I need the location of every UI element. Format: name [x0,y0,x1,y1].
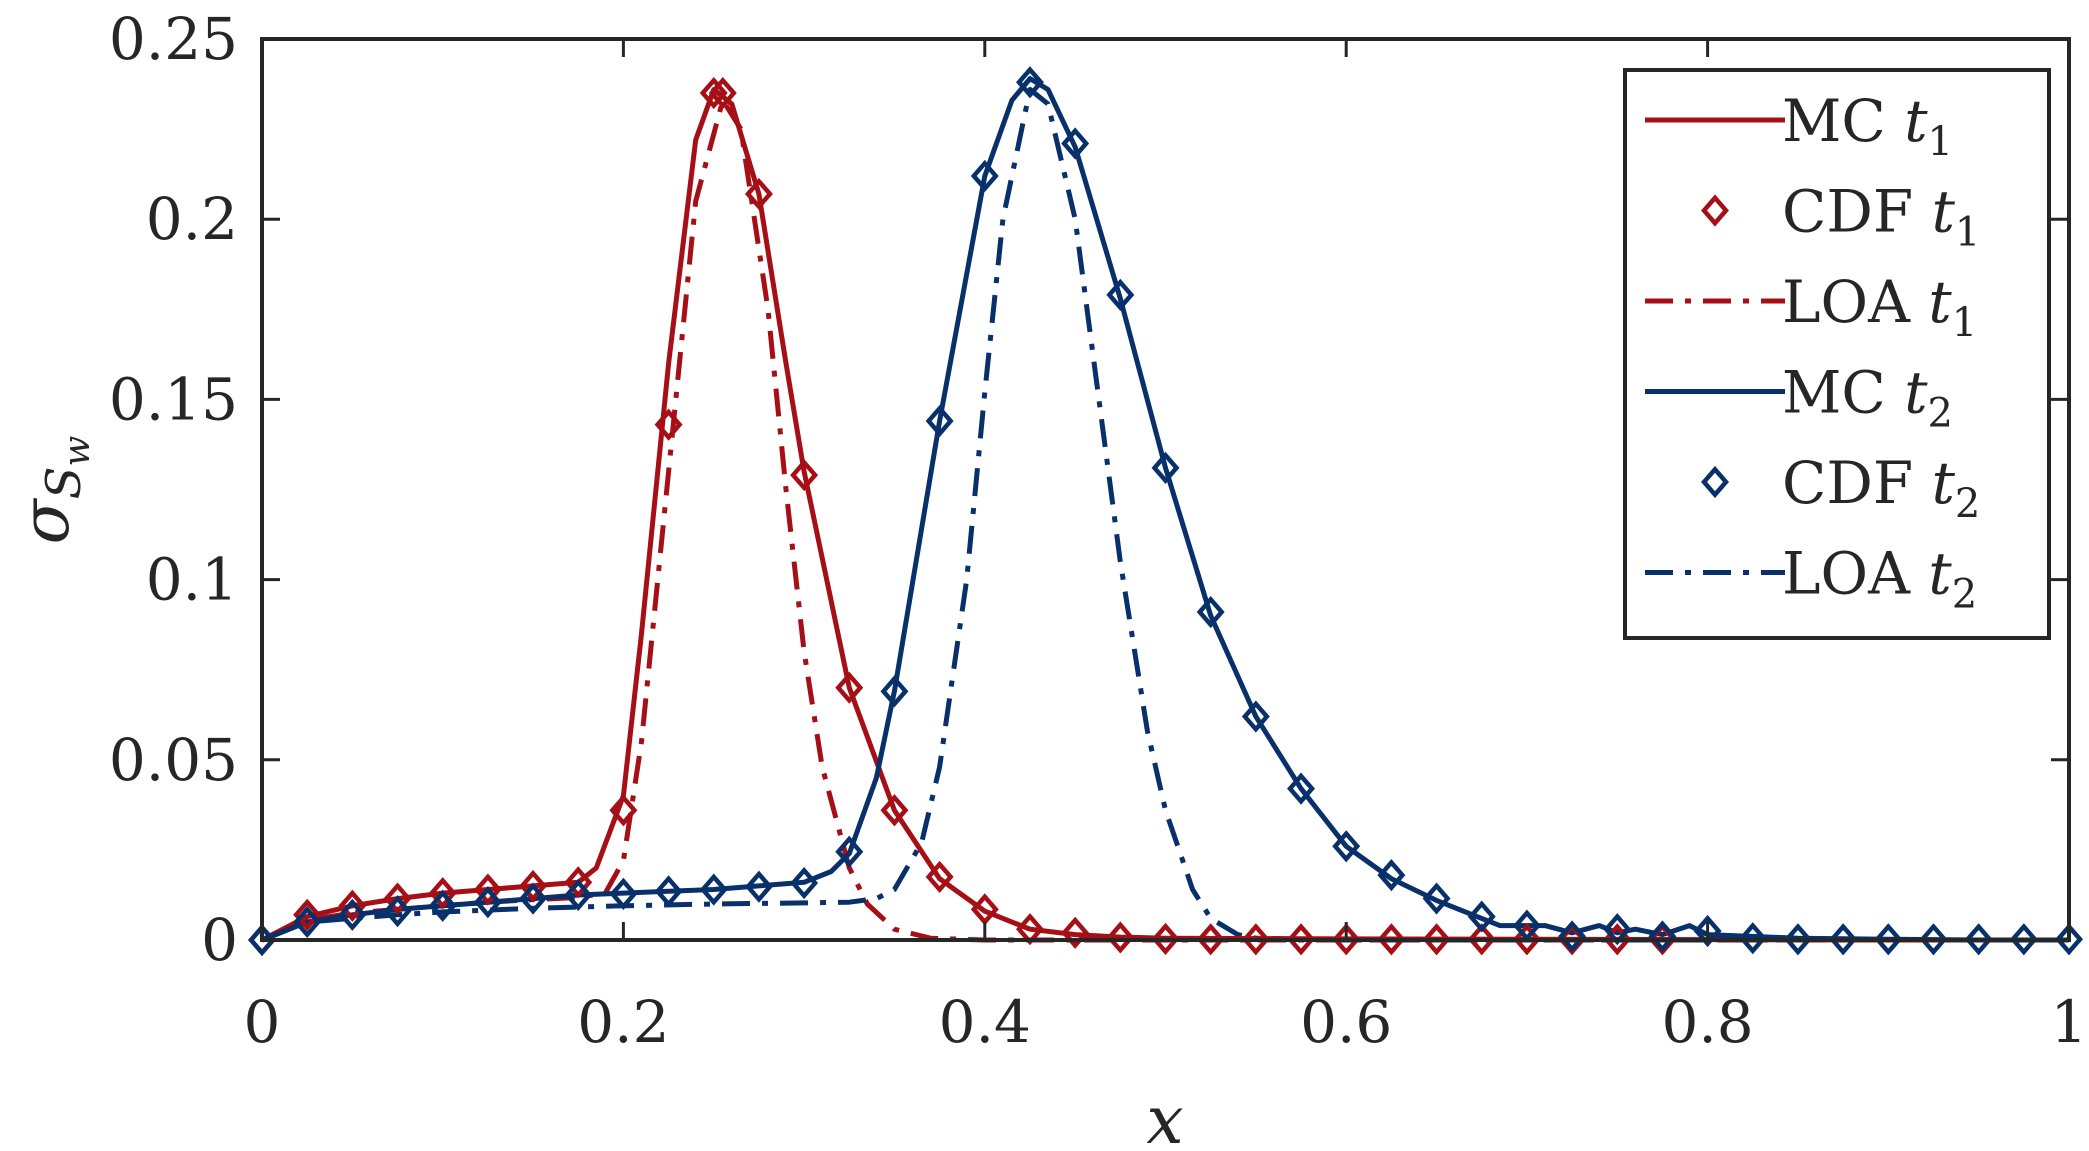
series-cdf-t2-point [1558,920,1587,953]
series-cdf-t2-point [1377,859,1406,892]
series-cdf-t2-point [835,835,864,868]
series-cdf-t1-point [744,177,773,211]
series-cdf-t1-point [1287,923,1316,956]
series-cdf-t1-point [428,877,457,910]
legend-mc-t1-label: MC t1 [1782,87,1953,165]
series-cdf-t1-point [654,408,683,441]
legend-loa-t1-label: LOA t1 [1782,268,1977,346]
series-cdf-t2-point [1241,700,1270,733]
series-cdf-t2-point [1106,278,1135,311]
series-cdf-t2-point [293,905,322,939]
series-cdf-t2-point [1783,923,1812,956]
y-axis-label-sub: S [36,466,92,499]
series-cdf-t2-point [1648,920,1677,953]
y-tick-label: 0.05 [109,726,238,794]
series-cdf-t2-point [564,878,593,912]
series-cdf-t2-point [880,675,909,708]
series-cdf-t1-point [1196,923,1225,956]
legend-cdf-t2-marker [1701,465,1729,499]
series-cdf-t1-point [383,882,412,915]
series-cdf-t1-point [1151,922,1180,955]
series-cdf-t1-point [293,898,322,931]
x-tick-label: 0 [244,988,281,1056]
svg-text:σSw: σSw [7,435,98,544]
series-cdf-t2-point [1829,923,1858,956]
series-cdf-t2 [248,66,2083,957]
series-cdf-t1-point [880,794,909,827]
y-axis-label-subsub: w [57,435,98,466]
series-cdf-t2-point [699,873,728,906]
x-tick-label: 0.2 [577,988,669,1056]
legend-loa-t2-label: LOA t2 [1782,540,1977,618]
series-cdf-t2-point [1874,923,1903,956]
series-cdf-t1-point [564,866,593,899]
series-cdf-t1-point [1377,923,1406,956]
series-cdf-t1-point [1467,923,1496,956]
series-cdf-t2-point [383,895,412,928]
series-cdf-t2-point [338,898,367,931]
series-cdf-t1-point [708,76,737,110]
x-axis-label: x [1146,1082,1183,1151]
series-loa-t2-line [261,87,2069,943]
series-cdf-t2-point [1287,772,1316,805]
x-tick-label: 1 [2051,988,2088,1056]
series-cdf-t2-point [1422,882,1451,915]
y-axis-label: σSw [7,435,98,544]
series-cdf-t1-point [609,794,638,827]
y-tick-label: 0 [201,906,238,974]
series-cdf-t1-point [790,459,819,492]
legend-cdf-t1-label: CDF t1 [1782,178,1980,256]
legend-cdf-t1-marker [1701,194,1729,227]
series-cdf-t2-point [1919,923,1948,956]
series-cdf-t2-point [248,923,276,957]
series-cdf-t2-point [1467,900,1496,933]
series-cdf-t2-point [1964,923,1993,956]
series-cdf-t2-point [790,866,819,900]
x-tick-label: 0.6 [1300,988,1392,1056]
series-cdf-t2-point [428,889,457,922]
y-tick-label: 0.2 [146,185,238,253]
series-cdf-t1-point [1512,923,1541,956]
y-tick-label: 0.1 [146,546,238,614]
series-cdf-t1-point [473,873,502,906]
series-cdf-t1-point [835,671,864,704]
tick-layer: 0 0.2 0.4 0.6 0.8 1 0 0.05 0.1 0.15 0.2 0.25 [109,5,2088,1056]
y-tick-label: 0.25 [109,5,238,73]
series-cdf-t1-point [699,76,728,110]
series-cdf-t1-point [1422,923,1451,956]
series-cdf-t2-point [925,404,954,438]
series-cdf-t1-point [1332,923,1361,956]
axes-box [260,37,2071,942]
series-cdf-t2-point [1738,922,1767,955]
series-cdf-t1-point [519,869,548,903]
series-cdf-t2-point [1015,66,1044,99]
series-cdf-t2-point [654,875,683,908]
series-cdf-t1-point [1241,923,1270,956]
y-tick-label: 0.15 [109,365,238,433]
series-cdf-t1-point [1061,916,1090,949]
series-cdf-t2-point [2055,923,2083,956]
series-cdf-t2-point [519,882,548,915]
series-cdf-t2-point [1693,914,1722,948]
y-axis-label-main: σ [7,497,84,544]
series-cdf-t2-point [970,159,999,193]
x-tick-label: 0.8 [1661,988,1753,1056]
legend-cdf-t2-label: CDF t2 [1782,449,1980,527]
series-cdf-t1-point [925,860,954,894]
series-cdf-t2-point [1061,127,1090,160]
series-cdf-t1-point [338,889,367,922]
legend-box [1623,68,2051,640]
legend-mc-t2-label: MC t2 [1782,359,1953,437]
series-cdf-t2-point [609,877,638,910]
x-tick-label: 0.4 [939,988,1031,1056]
series-cdf-t2-point [1332,830,1361,863]
series-cdf-t2-point [473,886,502,919]
legend: MC t1 CDF t1 LOA t1 MC t2 CDF t2 LOA t2 [1623,68,2051,640]
series-cdf-t2-point [744,870,773,903]
series-cdf-t2-point [1196,595,1225,629]
series-cdf-t1-point [1106,921,1135,954]
series-cdf-t2-point [1151,451,1180,484]
series-cdf-t2-point [2009,923,2038,956]
